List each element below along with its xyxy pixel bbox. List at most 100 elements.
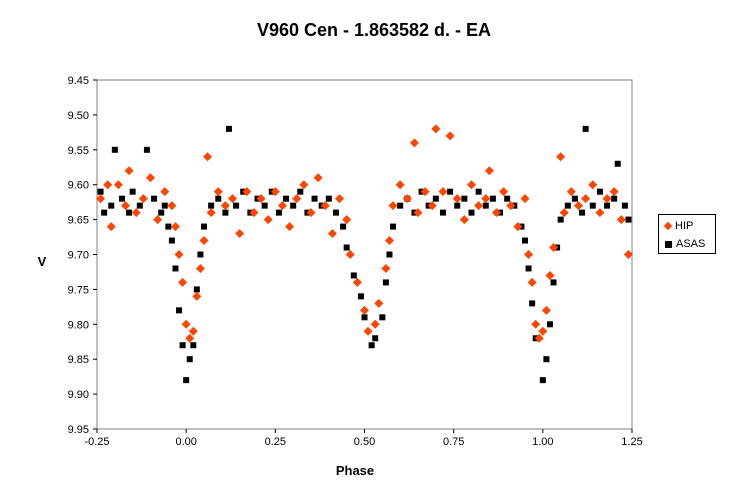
- hip-point: [352, 277, 362, 287]
- chart-title: V960 Cen - 1.863582 d. - EA: [256, 20, 492, 40]
- hip-point: [420, 187, 430, 197]
- hip-point: [199, 236, 209, 246]
- asas-point: [283, 195, 290, 202]
- asas-point: [582, 125, 589, 132]
- hip-point: [388, 201, 398, 211]
- asas-point: [201, 223, 207, 230]
- asas-point: [482, 202, 489, 209]
- legend: HIP ASAS: [658, 214, 716, 254]
- hip-point: [292, 194, 302, 204]
- hip-point: [220, 201, 230, 211]
- asas-point: [297, 188, 304, 195]
- asas-point: [621, 202, 628, 209]
- asas-point: [111, 146, 118, 153]
- hip-point: [574, 201, 583, 211]
- hip-point: [263, 215, 273, 225]
- asas-point: [275, 209, 282, 216]
- hip-point: [327, 229, 337, 239]
- x-tick-label: 1.00: [532, 436, 553, 448]
- hip-point: [481, 194, 491, 204]
- asas-point: [165, 223, 172, 230]
- x-tick-label: -0.25: [84, 436, 109, 448]
- asas-point: [332, 209, 339, 216]
- hip-point: [188, 326, 198, 336]
- asas-point: [550, 279, 557, 286]
- x-tick-label: 0.00: [175, 436, 196, 448]
- asas-point: [311, 195, 318, 202]
- hip-point: [121, 201, 131, 211]
- y-tick-label: 9.60: [68, 180, 89, 192]
- asas-point: [579, 209, 586, 216]
- hip-point: [602, 194, 612, 204]
- hip-point: [381, 263, 391, 273]
- asas-point: [193, 286, 200, 293]
- hip-point: [527, 277, 537, 287]
- asas-point: [571, 195, 578, 202]
- x-axis: -0.25 0.00 0.25 0.50 0.75 1.00 1.25: [84, 429, 643, 448]
- y-tick-label: 9.90: [68, 389, 89, 401]
- asas-point: [557, 216, 564, 223]
- square-marker-icon: [665, 240, 672, 248]
- hip-point: [178, 277, 188, 287]
- asas-point: [368, 342, 375, 349]
- hip-point: [213, 187, 223, 197]
- hip-point: [445, 131, 455, 141]
- hip-point: [299, 180, 309, 190]
- legend-label-hip: HIP: [675, 220, 694, 232]
- asas-point: [97, 188, 104, 195]
- hip-point: [484, 166, 494, 176]
- y-tick-label: 9.50: [68, 110, 89, 122]
- asas-point: [461, 195, 468, 202]
- asas-point: [343, 244, 350, 251]
- hip-point: [206, 208, 216, 218]
- hip-point: [235, 229, 245, 239]
- hip-point: [320, 201, 330, 211]
- asas-point: [325, 195, 332, 202]
- x-tick-label: 1.25: [621, 436, 642, 448]
- asas-point: [118, 195, 125, 202]
- asas-point: [529, 300, 536, 307]
- hip-point: [174, 250, 184, 259]
- hip-point: [616, 215, 626, 225]
- hip-point: [534, 333, 544, 343]
- hip-point: [228, 194, 238, 204]
- hip-point: [363, 326, 373, 336]
- hip-point: [427, 201, 437, 211]
- asas-point: [129, 188, 136, 195]
- hip-point: [249, 208, 259, 218]
- asas-point: [543, 356, 550, 363]
- asas-point: [225, 125, 232, 132]
- hip-point: [203, 152, 213, 162]
- asas-point: [539, 377, 546, 384]
- asas-point: [525, 265, 532, 272]
- hip-point: [113, 180, 123, 190]
- asas-point: [186, 356, 193, 363]
- legend-item-asas: ASAS: [665, 236, 705, 252]
- hip-point: [581, 194, 591, 204]
- asas-point: [611, 195, 618, 202]
- y-tick-label: 9.70: [68, 250, 89, 262]
- legend-item-hip: HIP: [663, 218, 694, 234]
- y-axis: 9.45 9.50 9.55 9.60 9.65 9.70 9.75 9.80 9.85 9.90…: [68, 75, 97, 436]
- hip-point: [360, 305, 369, 315]
- hip-point: [195, 263, 205, 273]
- asas-point: [208, 202, 215, 209]
- asas-point: [197, 251, 204, 258]
- hip-point: [409, 138, 419, 148]
- hip-point: [345, 250, 355, 259]
- asas-point: [136, 202, 143, 209]
- y-tick-label: 9.65: [68, 215, 89, 227]
- hip-point: [106, 222, 116, 232]
- asas-point: [604, 202, 611, 209]
- x-tick-label: 0.25: [265, 436, 286, 448]
- x-tick-label: 0.75: [443, 436, 464, 448]
- hip-point: [513, 222, 523, 232]
- asas-point: [382, 279, 389, 286]
- asas-point: [522, 237, 528, 244]
- hip-point: [623, 250, 633, 259]
- hip-point: [335, 194, 345, 204]
- hip-point: [545, 270, 555, 280]
- asas-point: [475, 188, 482, 195]
- asas-point: [350, 272, 357, 279]
- asas-point: [447, 188, 454, 195]
